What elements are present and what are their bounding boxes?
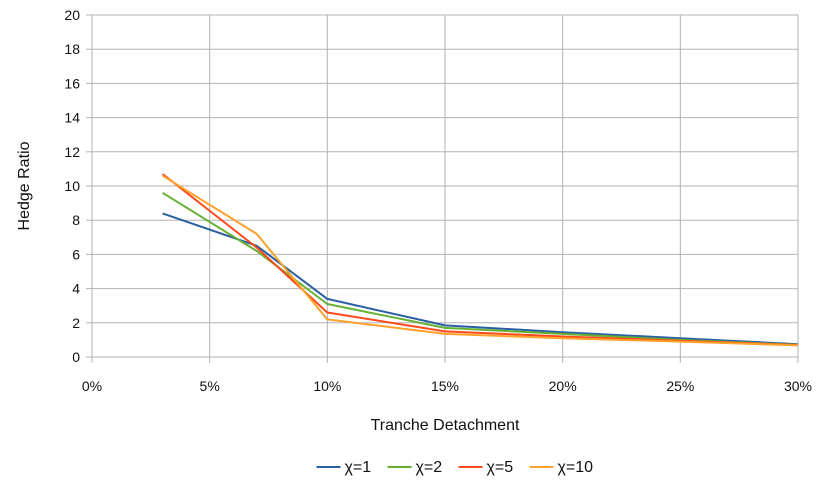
legend-label-1: χ=1 — [345, 459, 372, 476]
x-tick-label: 10% — [313, 378, 341, 394]
series-line-2 — [162, 191, 799, 346]
y-axis-title: Hedge Ratio — [16, 141, 33, 230]
y-tick-label: 10 — [64, 178, 80, 194]
x-tick-label: 20% — [549, 378, 577, 394]
x-tick-label: 30% — [784, 378, 812, 394]
x-tick-label: 5% — [200, 378, 220, 394]
y-tick-label: 16 — [64, 75, 80, 91]
legend-label-4: χ=10 — [558, 459, 594, 476]
y-tick-label: 20 — [64, 7, 80, 23]
x-axis-title: Tranche Detachment — [371, 417, 520, 434]
x-tick-label: 25% — [666, 378, 694, 394]
y-tick-label: 14 — [64, 110, 80, 126]
y-tick-label: 4 — [72, 281, 80, 297]
legend-label-3: χ=5 — [487, 459, 514, 476]
y-tick-label: 2 — [72, 315, 80, 331]
x-axis-ticks: 0% 5% 10% 15% 20% 25% 30% — [82, 357, 812, 394]
series-layer — [161, 173, 799, 347]
y-axis-ticks: 0 2 4 6 8 10 12 14 16 18 20 — [64, 7, 92, 365]
y-tick-label: 12 — [64, 144, 80, 160]
y-tick-label: 8 — [72, 212, 80, 228]
grid-layer — [91, 14, 799, 358]
y-tick-label: 0 — [72, 349, 80, 365]
x-tick-label: 0% — [82, 378, 102, 394]
y-tick-label: 18 — [64, 41, 80, 57]
series-line-3 — [161, 173, 799, 346]
y-tick-label: 6 — [72, 246, 80, 262]
legend: χ=1 χ=2 χ=5 χ=10 — [316, 459, 594, 476]
legend-label-2: χ=2 — [416, 459, 443, 476]
series-line-4 — [162, 174, 799, 347]
series-line-1 — [162, 212, 799, 346]
x-tick-label: 15% — [431, 378, 459, 394]
